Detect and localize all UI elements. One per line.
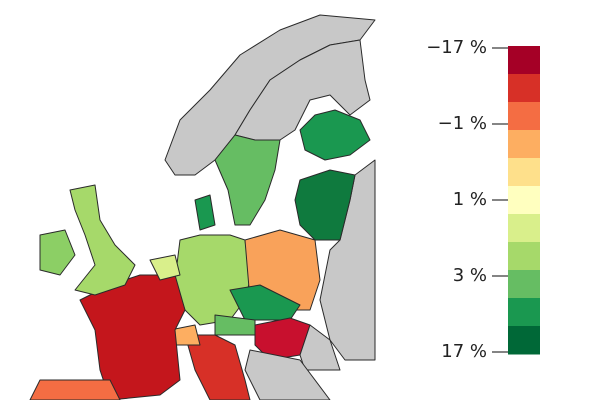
colorbar-segment xyxy=(508,270,540,299)
tick-label: −1 % xyxy=(438,113,487,134)
region-czechia-slovakia xyxy=(229,284,301,321)
region-benelux xyxy=(149,254,181,281)
map xyxy=(29,14,376,400)
colorbar-segment xyxy=(508,74,540,103)
region-germany xyxy=(174,234,251,326)
region-france xyxy=(79,274,186,400)
region-ireland xyxy=(39,229,76,276)
colorbar-segment xyxy=(508,46,540,75)
region-sweden xyxy=(214,134,281,226)
region-baltics xyxy=(294,169,356,241)
region-romania xyxy=(299,324,341,371)
region-finland xyxy=(299,109,371,161)
colorbar-segment xyxy=(508,130,540,159)
region-balkans xyxy=(244,349,331,400)
region-italy xyxy=(184,334,251,400)
region-uk xyxy=(69,184,136,296)
colorbar-segment xyxy=(508,242,540,271)
colorbar-segment xyxy=(508,298,540,327)
tick-label: −17 % xyxy=(426,37,487,58)
region-iberia xyxy=(29,379,121,400)
colorbar-segment xyxy=(508,326,540,355)
colorbar-segment xyxy=(508,214,540,243)
color-legend: −17 % −1 % 1 % 3 % 17 % xyxy=(426,37,540,362)
tick-label: 1 % xyxy=(453,189,487,210)
colorbar-segment xyxy=(508,158,540,187)
colorbar-segment xyxy=(508,102,540,131)
region-denmark xyxy=(194,194,216,231)
tick-label: 17 % xyxy=(441,341,487,362)
colorbar-segment xyxy=(508,186,540,215)
tick-label: 3 % xyxy=(453,265,487,286)
